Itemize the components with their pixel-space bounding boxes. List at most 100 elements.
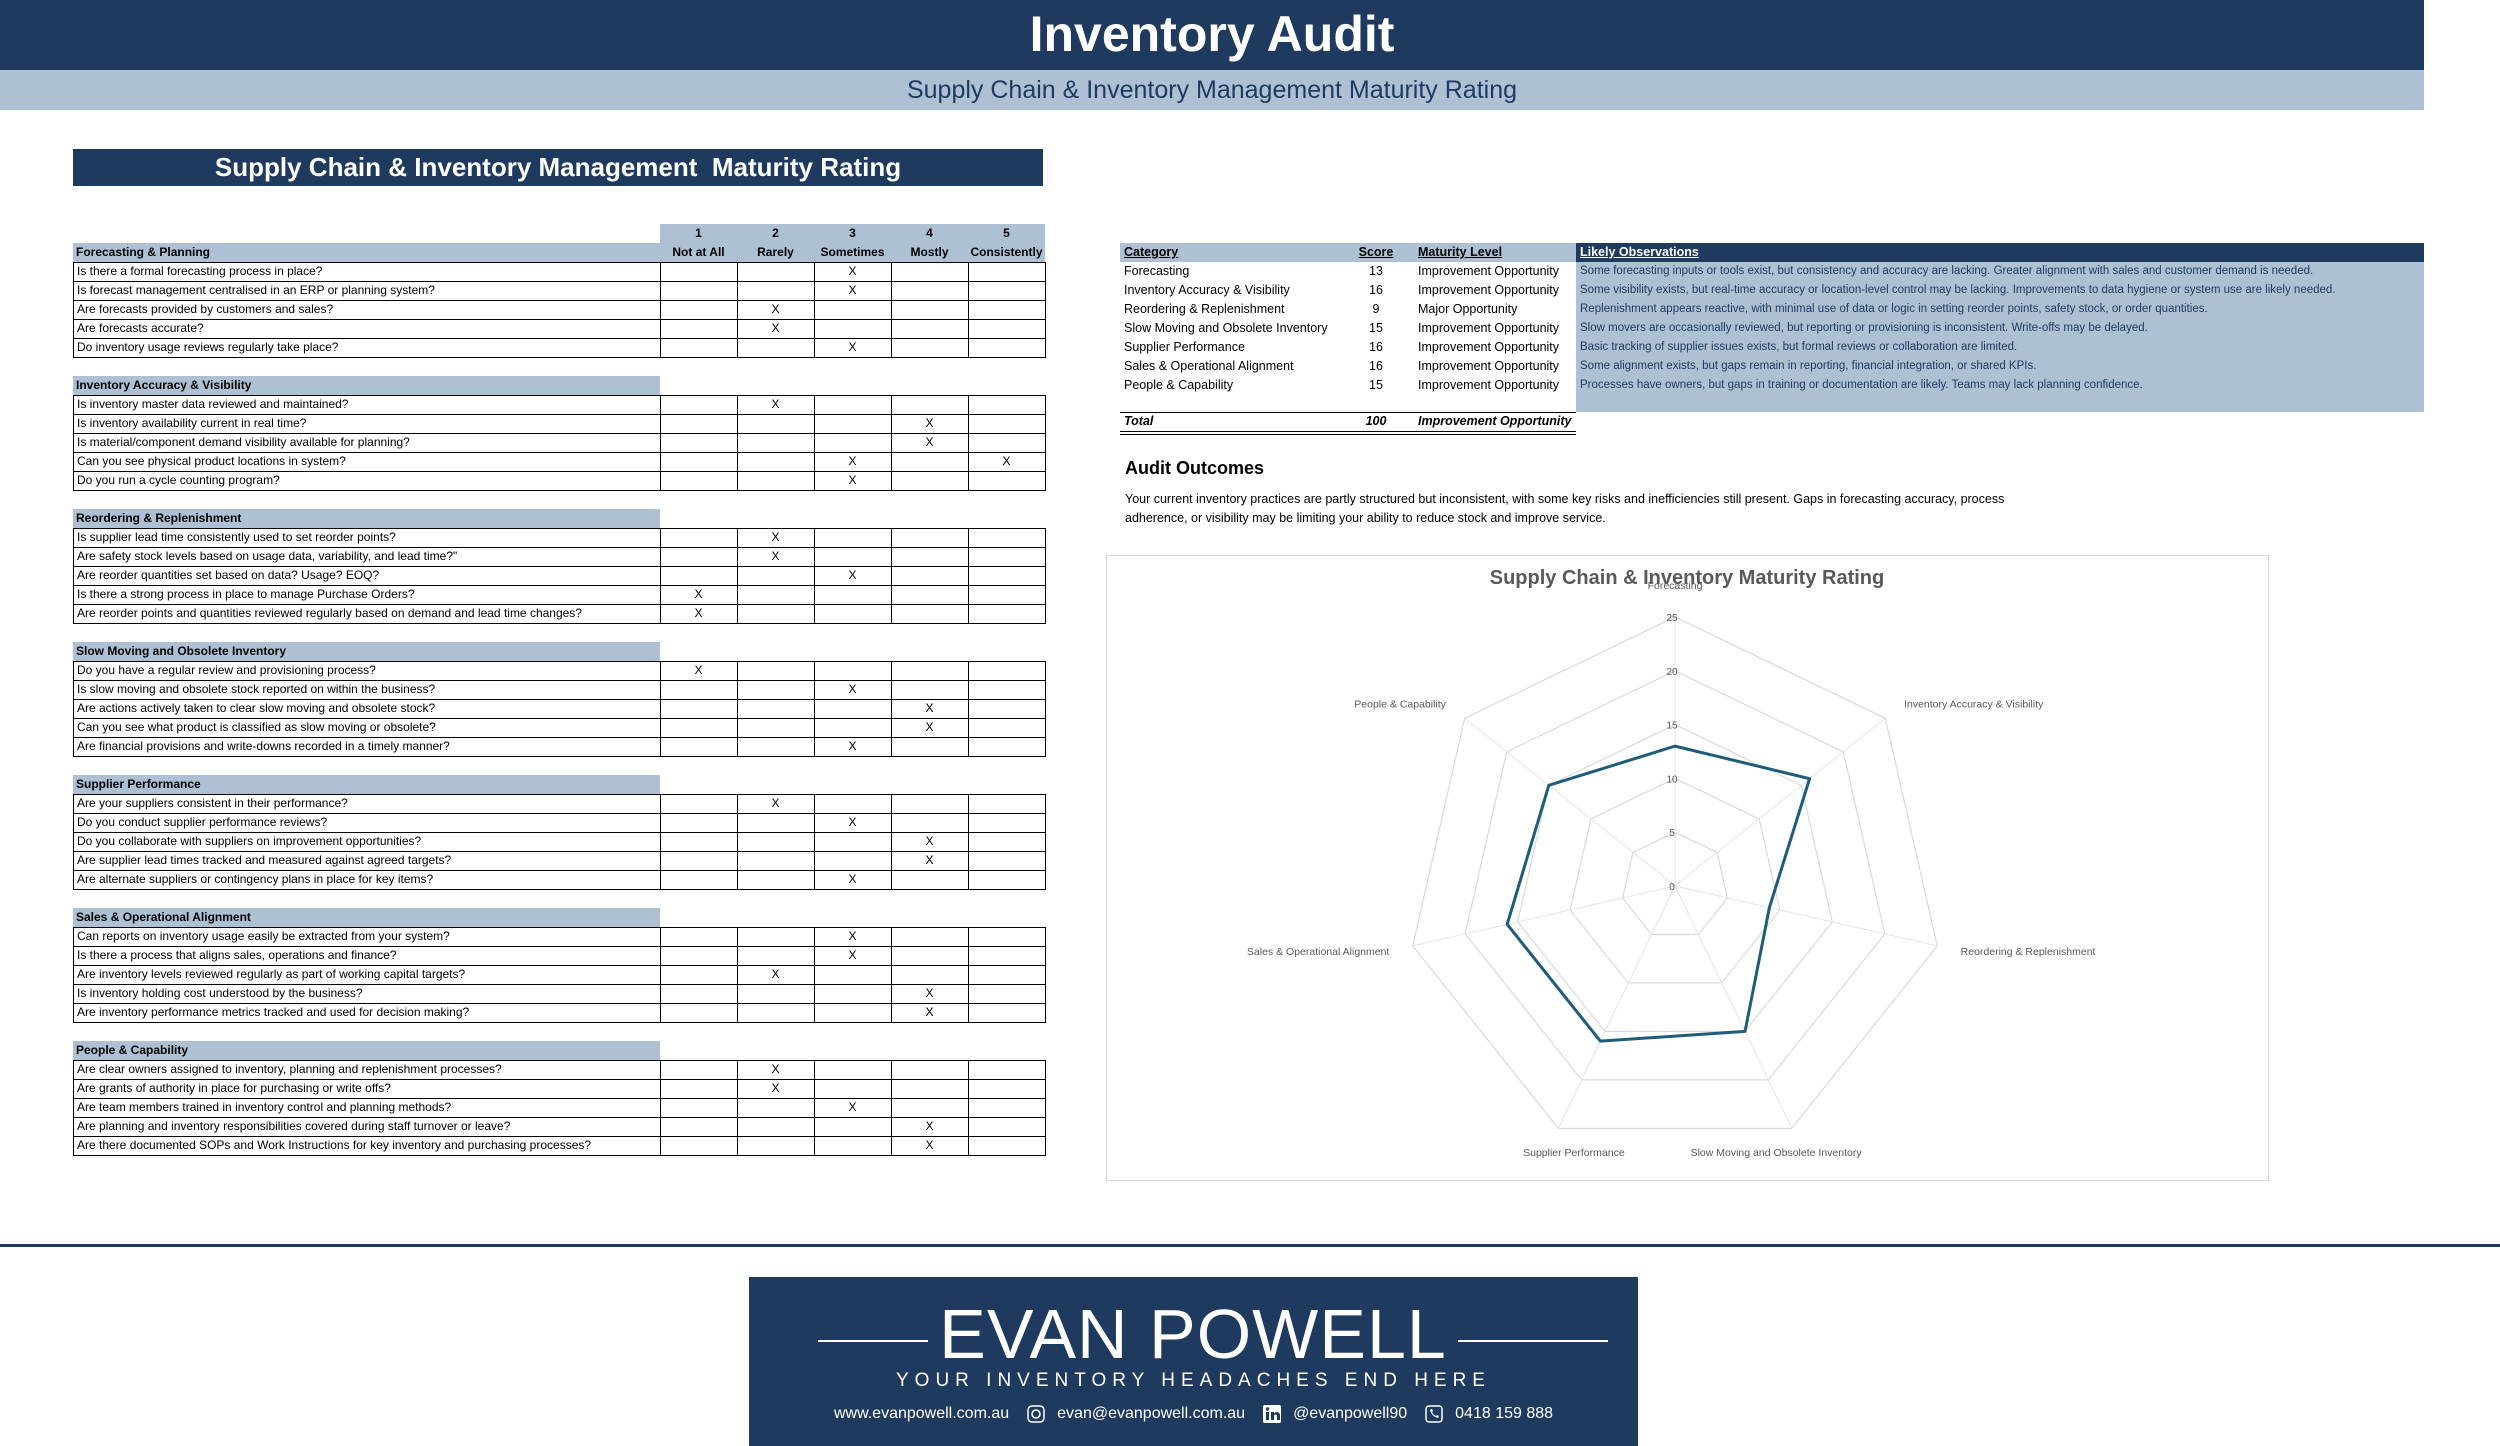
rating-cell (968, 414, 1046, 434)
rating-cell (814, 661, 892, 681)
r-tick-label: 25 (1666, 613, 1678, 624)
rating-cell (660, 794, 738, 814)
rating-cell (968, 395, 1046, 415)
rating-cell (737, 680, 815, 700)
rating-cell (891, 471, 969, 491)
rating-mark: X (694, 587, 703, 601)
rating-cell (968, 927, 1046, 947)
scale-number: 1 (660, 224, 737, 243)
radar-chart: Supply Chain & Inventory Maturity Rating… (1247, 567, 2096, 1159)
column-header: Likely Observations (1580, 245, 1699, 259)
observations-bg (1576, 262, 2424, 412)
chart-title: Supply Chain & Inventory Maturity Rating (1490, 567, 1884, 589)
maturity-level: Improvement Opportunity (1418, 264, 1560, 278)
r-tick-label: 20 (1666, 667, 1678, 678)
radar-line (1505, 744, 1812, 1043)
question: Can reports on inventory usage easily be… (73, 927, 661, 947)
linkedin-icon (1263, 1405, 1282, 1423)
rating-cell (737, 585, 815, 605)
scale-label: Mostly (891, 243, 968, 262)
footer-website: www.evanpowell.com.au (833, 1405, 1010, 1422)
rating-mark: X (925, 853, 934, 867)
rating-mark: X (848, 473, 857, 487)
rating-cell (968, 1098, 1046, 1118)
rating-cell (814, 585, 892, 605)
observation: Replenishment appears reactive, with min… (1580, 303, 2208, 315)
r-tick-label: 5 (1669, 828, 1675, 839)
scale-number: 3 (814, 224, 891, 243)
maturity-level: Improvement Opportunity (1418, 283, 1560, 297)
scale-label: Sometimes (814, 243, 891, 262)
rating-cell (814, 965, 892, 985)
rating-cell (737, 832, 815, 852)
question: Are financial provisions and write-downs… (73, 737, 661, 757)
rating-cell (660, 452, 738, 472)
footer-line-right (1458, 1340, 1608, 1342)
section-header: Forecasting & Planning (73, 243, 660, 262)
rating-mark: X (925, 1138, 934, 1152)
rating-mark: X (848, 340, 857, 354)
rating-cell (737, 851, 815, 871)
rating-mark: X (771, 1062, 780, 1076)
rating-cell (660, 395, 738, 415)
rating-cell (968, 661, 1046, 681)
rating-cell (891, 528, 969, 548)
rating-cell (660, 1098, 738, 1118)
question: Is slow moving and obsolete stock report… (73, 680, 661, 700)
footer-line-left (818, 1340, 928, 1342)
rating-cell (968, 262, 1046, 282)
rating-cell (814, 528, 892, 548)
category-label: People & Capability (1354, 698, 1446, 710)
rating-cell (660, 1003, 738, 1023)
observation: Some visibility exists, but real-time ac… (1580, 284, 2336, 296)
rating-mark: X (925, 986, 934, 1000)
rating-cell (891, 680, 969, 700)
category: Reordering & Replenishment (1124, 302, 1285, 316)
rating-mark: X (1002, 454, 1011, 468)
scale-number: 4 (891, 224, 968, 243)
rating-cell (660, 1136, 738, 1156)
question: Is there a formal forecasting process in… (73, 262, 661, 282)
spoke (1557, 885, 1676, 1129)
spoke (1674, 885, 1793, 1129)
question: Do you run a cycle counting program? (73, 471, 661, 491)
rating-cell (660, 699, 738, 719)
question: Do inventory usage reviews regularly tak… (73, 338, 661, 358)
scale-number: 2 (737, 224, 814, 243)
column-header: Maturity Level (1418, 245, 1503, 259)
rating-cell (814, 433, 892, 453)
maturity-level: Improvement Opportunity (1418, 359, 1560, 373)
r-tick-label: 10 (1666, 774, 1678, 785)
rating-cell (814, 319, 892, 339)
rating-cell (660, 965, 738, 985)
category-label: Reordering & Replenishment (1961, 946, 2096, 958)
rating-cell (891, 870, 969, 890)
survey-title: Supply Chain & Inventory Management Matu… (73, 149, 1043, 186)
rating-cell (660, 1060, 738, 1080)
observation: Basic tracking of supplier issues exists… (1580, 341, 2018, 353)
rating-cell (737, 1098, 815, 1118)
rating-cell (968, 566, 1046, 586)
rating-cell (891, 262, 969, 282)
rating-mark: X (771, 1081, 780, 1095)
outcomes-text: Your current inventory practices are par… (1125, 492, 2005, 525)
rating-cell (968, 1117, 1046, 1137)
rating-cell (814, 547, 892, 567)
rating-cell (891, 927, 969, 947)
question: Are reorder points and quantities review… (73, 604, 661, 624)
rating-cell (814, 300, 892, 320)
rating-cell (660, 813, 738, 833)
rating-cell (891, 300, 969, 320)
maturity-level: Improvement Opportunity (1418, 378, 1560, 392)
category: Slow Moving and Obsolete Inventory (1124, 321, 1328, 335)
category-label: Forecasting (1648, 580, 1703, 592)
phone-icon (1425, 1405, 1443, 1423)
rating-cell (660, 338, 738, 358)
rating-cell (737, 281, 815, 301)
rating-cell (737, 338, 815, 358)
question: Are actions actively taken to clear slow… (73, 699, 661, 719)
maturity-level: Improvement Opportunity (1418, 321, 1560, 335)
rating-cell (891, 547, 969, 567)
rating-mark: X (848, 682, 857, 696)
question: Are grants of authority in place for pur… (73, 1079, 661, 1099)
